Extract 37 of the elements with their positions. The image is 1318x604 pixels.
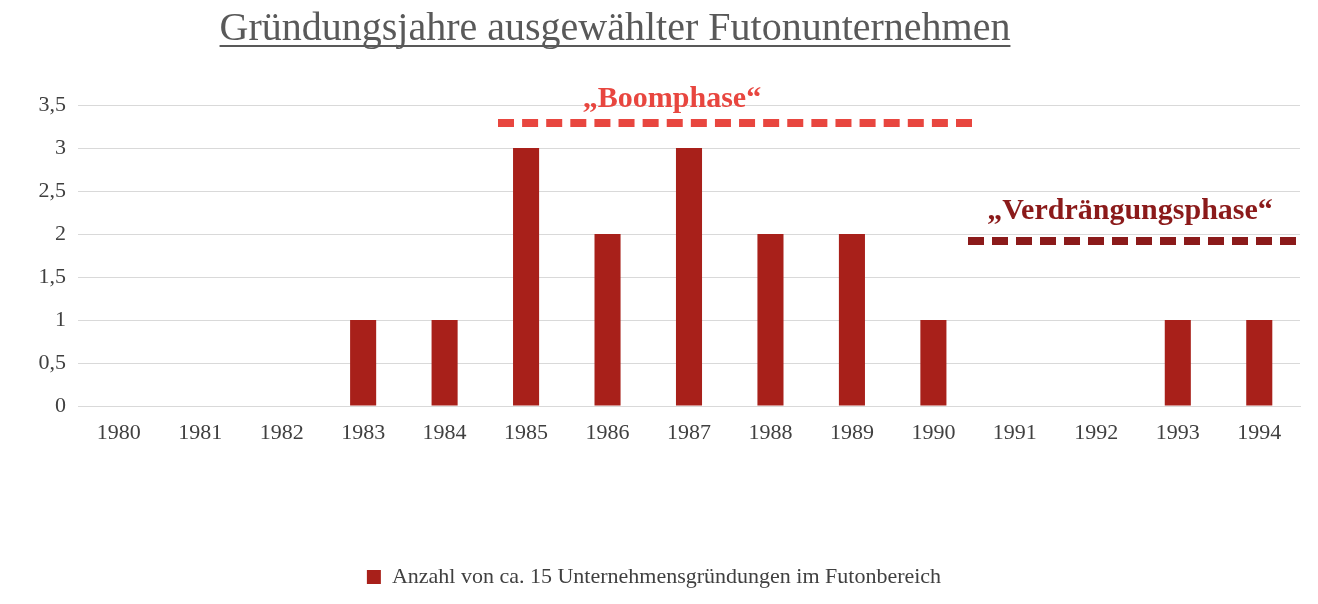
x-tick-label: 1987	[667, 418, 711, 444]
x-tick-label: 1991	[992, 418, 1037, 444]
y-tick-label: 1,5	[38, 262, 66, 288]
x-tick-label: 1990	[911, 418, 956, 444]
x-tick-label: 1981	[178, 418, 223, 444]
x-tick-label: 1980	[96, 418, 141, 444]
y-tick-label: 0	[55, 391, 66, 417]
legend-label: Anzahl von ca. 15 Unternehmensgründungen im Futonbereich	[391, 562, 942, 588]
bar	[350, 320, 377, 406]
bar	[675, 148, 703, 406]
x-tick-label: 1994	[1237, 418, 1282, 444]
x-tick-label: 1992	[1074, 418, 1119, 444]
bar	[431, 320, 458, 406]
bar	[1164, 320, 1191, 406]
bar	[757, 234, 784, 406]
x-tick-label: 1993	[1155, 418, 1200, 444]
x-tick-label: 1988	[748, 418, 793, 444]
x-tick-label: 1986	[585, 418, 630, 444]
x-tick-label: 1985	[504, 418, 549, 444]
y-tick-label: 3,5	[38, 90, 66, 116]
x-tick-label: 1983	[341, 418, 386, 444]
y-tick-label: 3	[55, 133, 66, 159]
bar	[594, 234, 621, 406]
annotation: „Verdrängungsphase“	[987, 192, 1273, 226]
bar	[838, 234, 865, 406]
y-tick-label: 1	[55, 305, 66, 331]
bar	[1246, 320, 1273, 406]
y-tick-label: 2,5	[38, 176, 66, 202]
chart-title: Gründungsjahre ausgewählter Futonunternehmen	[219, 4, 1011, 49]
x-tick-label: 1982	[259, 418, 304, 444]
y-tick-label: 0,5	[38, 348, 66, 374]
x-tick-label: 1989	[829, 418, 874, 444]
bar	[513, 148, 540, 406]
x-tick-label: 1984	[422, 418, 467, 444]
annotation: „Boomphase“	[582, 80, 762, 114]
bar	[920, 320, 947, 406]
y-tick-label: 2	[55, 219, 66, 245]
